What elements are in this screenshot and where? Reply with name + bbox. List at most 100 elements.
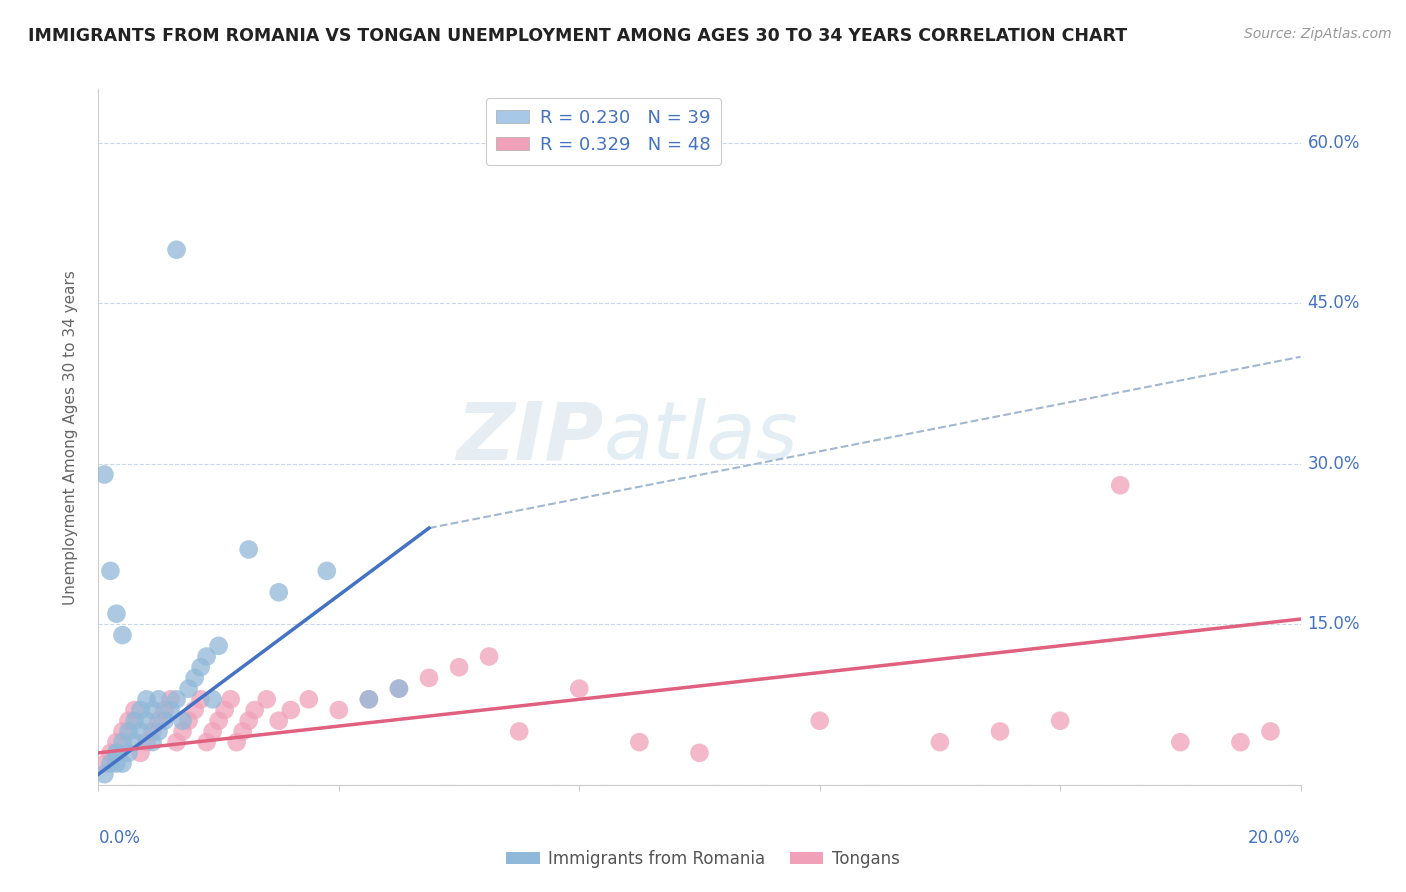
Text: 20.0%: 20.0% <box>1249 829 1301 847</box>
Point <box>195 735 218 749</box>
Point <box>183 703 205 717</box>
Point <box>141 724 163 739</box>
Point <box>148 714 170 728</box>
Point <box>208 714 231 728</box>
Point <box>388 681 411 696</box>
Point <box>129 703 152 717</box>
Point <box>124 703 146 717</box>
Text: 0.0%: 0.0% <box>98 829 141 847</box>
Point <box>280 703 302 717</box>
Point <box>190 660 212 674</box>
Text: ZIP: ZIP <box>456 398 603 476</box>
Point <box>1229 735 1251 749</box>
Point <box>141 703 163 717</box>
Point <box>100 756 122 771</box>
Point <box>148 724 170 739</box>
Point <box>100 746 122 760</box>
Point <box>315 564 337 578</box>
Point <box>1170 735 1192 749</box>
Point <box>177 681 200 696</box>
Point <box>153 714 176 728</box>
Point <box>267 585 290 599</box>
Point <box>1049 714 1071 728</box>
Point <box>190 692 212 706</box>
Point <box>111 628 134 642</box>
Point <box>172 724 194 739</box>
Point <box>129 724 152 739</box>
Point <box>93 756 115 771</box>
Text: Source: ZipAtlas.com: Source: ZipAtlas.com <box>1244 27 1392 41</box>
Text: 60.0%: 60.0% <box>1308 134 1360 152</box>
Point <box>135 692 157 706</box>
Point <box>267 714 290 728</box>
Point <box>447 660 470 674</box>
Point <box>153 703 176 717</box>
Point <box>105 735 128 749</box>
Point <box>129 746 152 760</box>
Point <box>1109 478 1132 492</box>
Point <box>219 692 242 706</box>
Point <box>688 746 710 760</box>
Point <box>105 746 128 760</box>
Point <box>117 714 139 728</box>
Point <box>111 724 134 739</box>
Text: 45.0%: 45.0% <box>1308 294 1360 312</box>
Point <box>124 714 146 728</box>
Text: atlas: atlas <box>603 398 799 476</box>
Text: 30.0%: 30.0% <box>1308 455 1360 473</box>
Point <box>232 724 254 739</box>
Point <box>148 692 170 706</box>
Point <box>141 735 163 749</box>
Point <box>201 692 224 706</box>
Point <box>166 692 188 706</box>
Point <box>214 703 236 717</box>
Point <box>159 692 181 706</box>
Point <box>201 724 224 739</box>
Point <box>135 735 157 749</box>
Point <box>929 735 952 749</box>
Point <box>357 692 380 706</box>
Point <box>298 692 321 706</box>
Text: IMMIGRANTS FROM ROMANIA VS TONGAN UNEMPLOYMENT AMONG AGES 30 TO 34 YEARS CORRELA: IMMIGRANTS FROM ROMANIA VS TONGAN UNEMPL… <box>28 27 1128 45</box>
Point <box>357 692 380 706</box>
Point <box>183 671 205 685</box>
Point <box>93 467 115 482</box>
Point <box>1260 724 1282 739</box>
Point <box>93 767 115 781</box>
Point <box>159 703 181 717</box>
Point <box>111 735 134 749</box>
Point <box>988 724 1011 739</box>
Point <box>105 756 128 771</box>
Point <box>388 681 411 696</box>
Point <box>568 681 591 696</box>
Point <box>172 714 194 728</box>
Point <box>100 564 122 578</box>
Point <box>208 639 231 653</box>
Point <box>418 671 440 685</box>
Legend: Immigrants from Romania, Tongans: Immigrants from Romania, Tongans <box>499 844 907 875</box>
Text: 15.0%: 15.0% <box>1308 615 1360 633</box>
Point <box>238 542 260 557</box>
Point <box>111 756 134 771</box>
Point <box>105 746 128 760</box>
Point <box>808 714 831 728</box>
Point <box>177 714 200 728</box>
Point <box>105 607 128 621</box>
Point <box>243 703 266 717</box>
Point <box>166 735 188 749</box>
Point <box>124 735 146 749</box>
Y-axis label: Unemployment Among Ages 30 to 34 years: Unemployment Among Ages 30 to 34 years <box>63 269 77 605</box>
Point <box>256 692 278 706</box>
Legend: R = 0.230   N = 39, R = 0.329   N = 48: R = 0.230 N = 39, R = 0.329 N = 48 <box>485 98 721 165</box>
Point <box>225 735 247 749</box>
Point <box>117 724 139 739</box>
Point <box>135 714 157 728</box>
Point <box>508 724 530 739</box>
Point <box>195 649 218 664</box>
Point <box>628 735 651 749</box>
Point <box>328 703 350 717</box>
Point <box>166 243 188 257</box>
Point <box>478 649 501 664</box>
Point <box>238 714 260 728</box>
Point <box>117 746 139 760</box>
